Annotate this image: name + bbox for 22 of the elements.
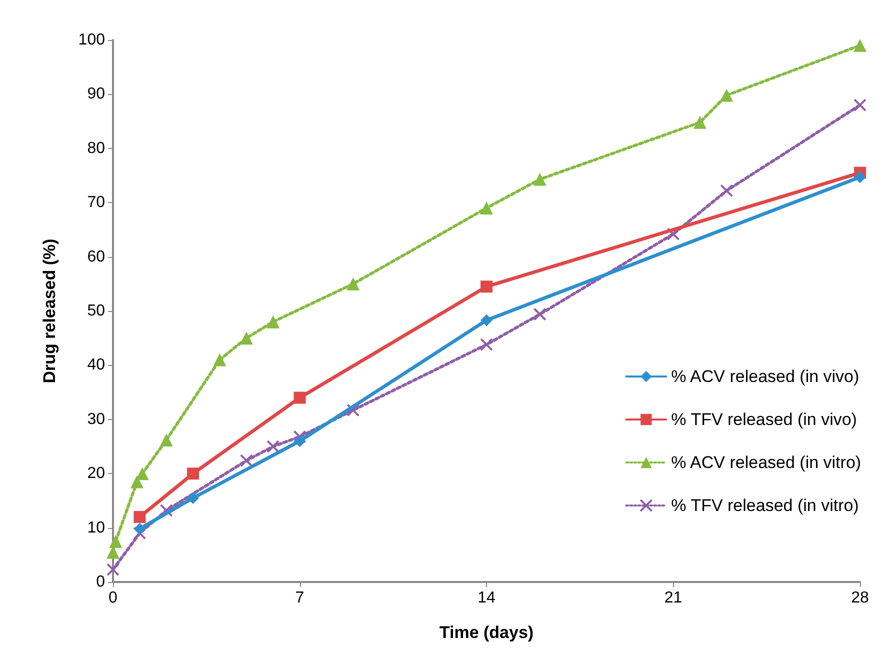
x-tick-label: 28 — [851, 590, 869, 606]
y-tick-label: 60 — [87, 248, 106, 266]
legend-label: % TFV released (in vivo) — [671, 410, 857, 429]
y-tick-label: 50 — [87, 302, 106, 320]
y-tick-label: 40 — [87, 356, 106, 374]
x-tick-label: 0 — [108, 590, 118, 606]
y-tick-label: 100 — [78, 32, 106, 48]
y-tick-label: 30 — [87, 410, 106, 428]
legend-label: % ACV released (in vitro) — [671, 453, 862, 472]
y-tick-label: 80 — [87, 140, 106, 157]
x-tick-label: 7 — [295, 590, 304, 606]
y-tick-label: 0 — [96, 574, 106, 590]
y-tick-label: 70 — [87, 194, 106, 212]
y-axis-title: Drug released (%) — [40, 238, 59, 384]
x-tick-label: 14 — [478, 590, 496, 606]
y-tick-label: 20 — [87, 465, 106, 482]
y-tick-label: 90 — [87, 86, 106, 103]
legend-label: % ACV released (in vivo) — [671, 367, 860, 386]
x-axis-title: Time (days) — [439, 623, 534, 642]
y-tick-label: 10 — [87, 519, 106, 536]
legend-label: % TFV released (in vitro) — [671, 496, 859, 515]
x-tick-label: 21 — [664, 590, 682, 606]
